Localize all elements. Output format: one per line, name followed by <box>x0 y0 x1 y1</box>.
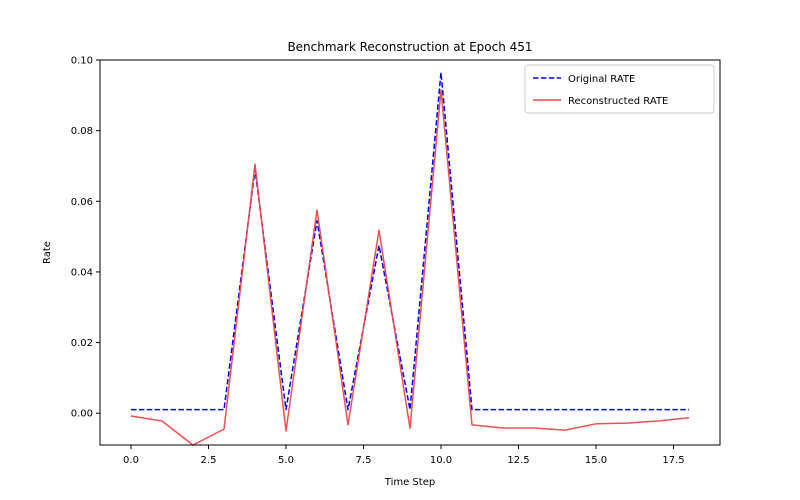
x-tick-label: 10.0 <box>430 455 452 466</box>
y-tick-label: 0.08 <box>71 126 93 137</box>
legend-label: Reconstructed RATE <box>568 96 668 107</box>
legend-box <box>524 64 715 114</box>
x-tick-label: 5.0 <box>278 455 294 466</box>
y-tick-label: 0.00 <box>71 409 93 420</box>
y-tick-label: 0.10 <box>71 56 93 67</box>
series-line-reconstructed-rate <box>130 89 690 446</box>
x-tick-label: 15.0 <box>585 455 607 466</box>
legend: Original RATE Reconstructed RATE <box>524 64 715 114</box>
y-tick-label: 0.02 <box>71 338 93 349</box>
y-tick-label: 0.06 <box>71 197 93 208</box>
x-tick-label: 2.5 <box>201 455 217 466</box>
x-axis: 0.0 2.5 5.0 7.5 10.0 12.5 15.0 17.5 <box>123 445 685 466</box>
y-axis: 0.00 0.02 0.04 0.06 0.08 0.10 <box>71 56 100 420</box>
x-tick-label: 0.0 <box>123 455 139 466</box>
legend-label: Original RATE <box>568 74 635 85</box>
x-tick-label: 12.5 <box>507 455 529 466</box>
x-axis-label: Time Step <box>384 477 435 488</box>
series-line-original-rate <box>131 71 689 411</box>
x-tick-label: 7.5 <box>356 455 372 466</box>
y-tick-label: 0.04 <box>71 267 93 278</box>
x-tick-label: 17.5 <box>662 455 684 466</box>
chart-title: Benchmark Reconstruction at Epoch 451 <box>287 40 532 54</box>
series-layer <box>130 71 690 446</box>
y-axis-label: Rate <box>42 241 53 264</box>
plot-frame <box>99 59 721 446</box>
